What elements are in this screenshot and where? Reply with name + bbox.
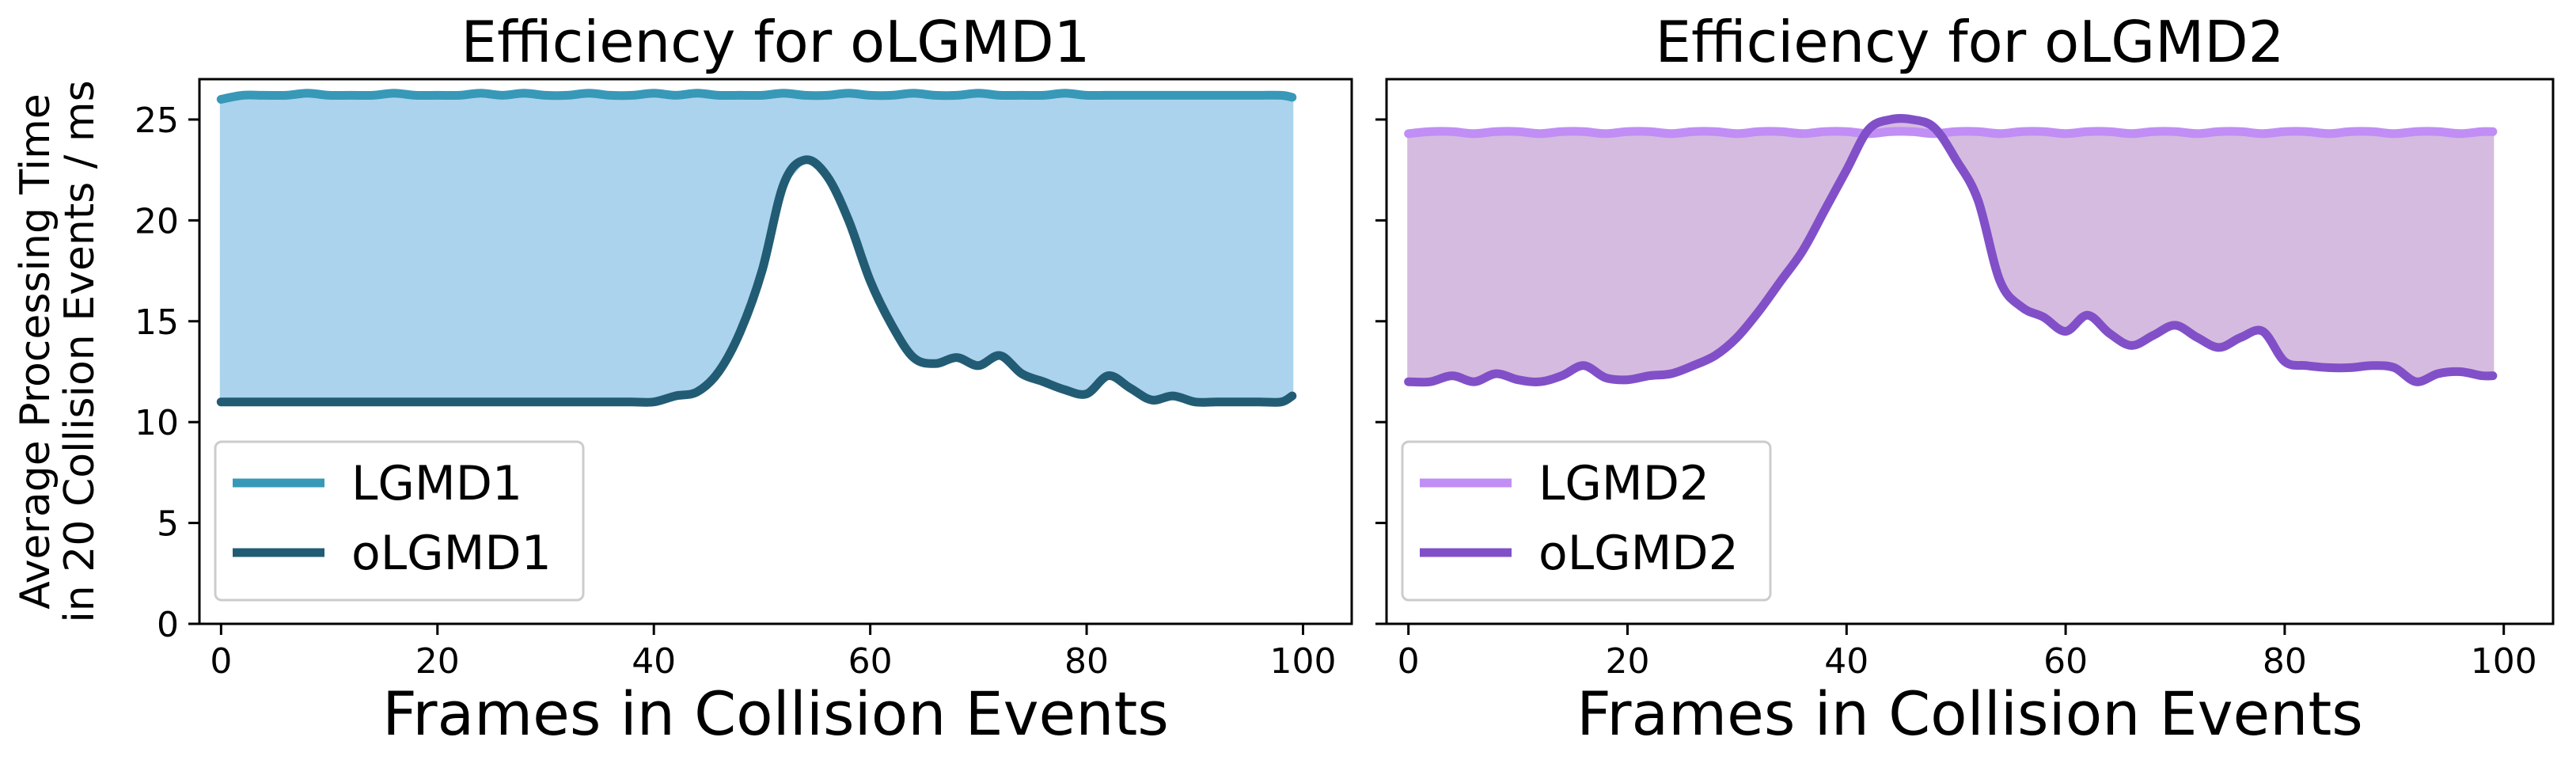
x-tick-label: 20 [415,641,460,682]
series-line-olgmd2 [1404,114,2498,387]
chart-panel-olgmd1: 0 20 40 60 80 100 0 5 10 15 20 25 Efficiency for oLG… [12,9,1353,749]
chart-title: Efficiency for oLGMD2 [1656,9,2285,75]
x-tick-label: 80 [2263,641,2307,682]
legend-label-lgmd1: LGMD1 [351,456,522,511]
chart-title: Efficiency for oLGMD1 [461,9,1091,75]
y-tick-label: 5 [157,504,179,545]
chart-panel-olgmd2: 0 20 40 60 80 100 Efficiency for oLGMD2 Frames … [1375,9,2555,749]
y-tick-label: 10 [135,403,179,443]
x-tick-label: 60 [2043,641,2088,682]
x-tick-label: 60 [848,641,893,682]
x-tick-label: 40 [1824,641,1868,682]
legend-label-olgmd1: oLGMD1 [351,526,552,581]
legend-label-lgmd2: LGMD2 [1538,456,1709,511]
axes-frame [198,78,1353,625]
y-axis-label: Average Processing Time [12,93,59,610]
fill-between-area [219,92,1294,404]
x-tick-label: 100 [2471,641,2537,682]
y-axis-label: in 20 Collision Events / ms [56,80,104,622]
x-tick-label: 0 [210,641,232,682]
x-axis-label: Frames in Collision Events [382,678,1169,749]
x-tick-label: 20 [1605,641,1649,682]
x-axis-label: Frames in Collision Events [1576,678,2363,749]
series-line-olgmd1 [216,155,1297,407]
x-tick-label: 40 [632,641,676,682]
x-tick-label: 100 [1269,641,1336,682]
y-tick-label: 0 [157,605,179,645]
y-tick-label: 15 [135,302,179,343]
series-line-lgmd1 [216,89,1297,104]
y-tick-label: 25 [135,101,179,141]
y-tick-label: 20 [135,201,179,241]
axes-frame [1385,78,2555,625]
x-tick-label: 0 [1398,641,1420,682]
series-line-lgmd2 [1404,127,2498,139]
legend-label-olgmd2: oLGMD2 [1538,526,1739,581]
x-tick-label: 80 [1064,641,1109,682]
